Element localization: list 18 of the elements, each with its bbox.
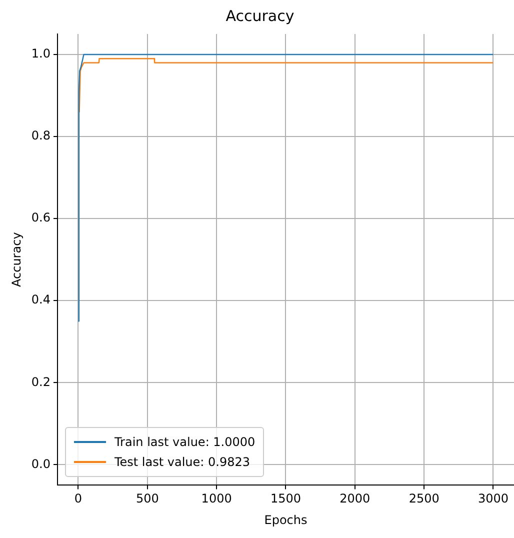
legend-label: Test last value: 0.9823 [114, 454, 250, 472]
x-tick-label: 3000 [478, 492, 509, 506]
y-tick-label: 0.2 [31, 374, 50, 389]
y-tick-label: 0.8 [31, 128, 50, 143]
y-tick-label: 0.4 [31, 292, 50, 307]
chart-title: Accuracy [226, 6, 294, 25]
x-axis-title: Epochs [264, 512, 308, 527]
x-tick-label: 1500 [270, 492, 302, 506]
x-tick-label: 0 [74, 492, 82, 506]
x-tick-label: 2000 [340, 492, 370, 506]
x-tick-label: 500 [136, 492, 159, 506]
x-tick-label: 1000 [201, 492, 232, 506]
x-tick-label: 2500 [408, 492, 440, 506]
y-tick-label: 0.6 [31, 210, 50, 225]
legend-label: Train last value: 1.0000 [114, 434, 256, 452]
y-tick-label: 0.0 [31, 456, 50, 471]
y-axis-title: Accuracy [9, 232, 24, 287]
y-tick-label: 1.0 [31, 46, 50, 61]
